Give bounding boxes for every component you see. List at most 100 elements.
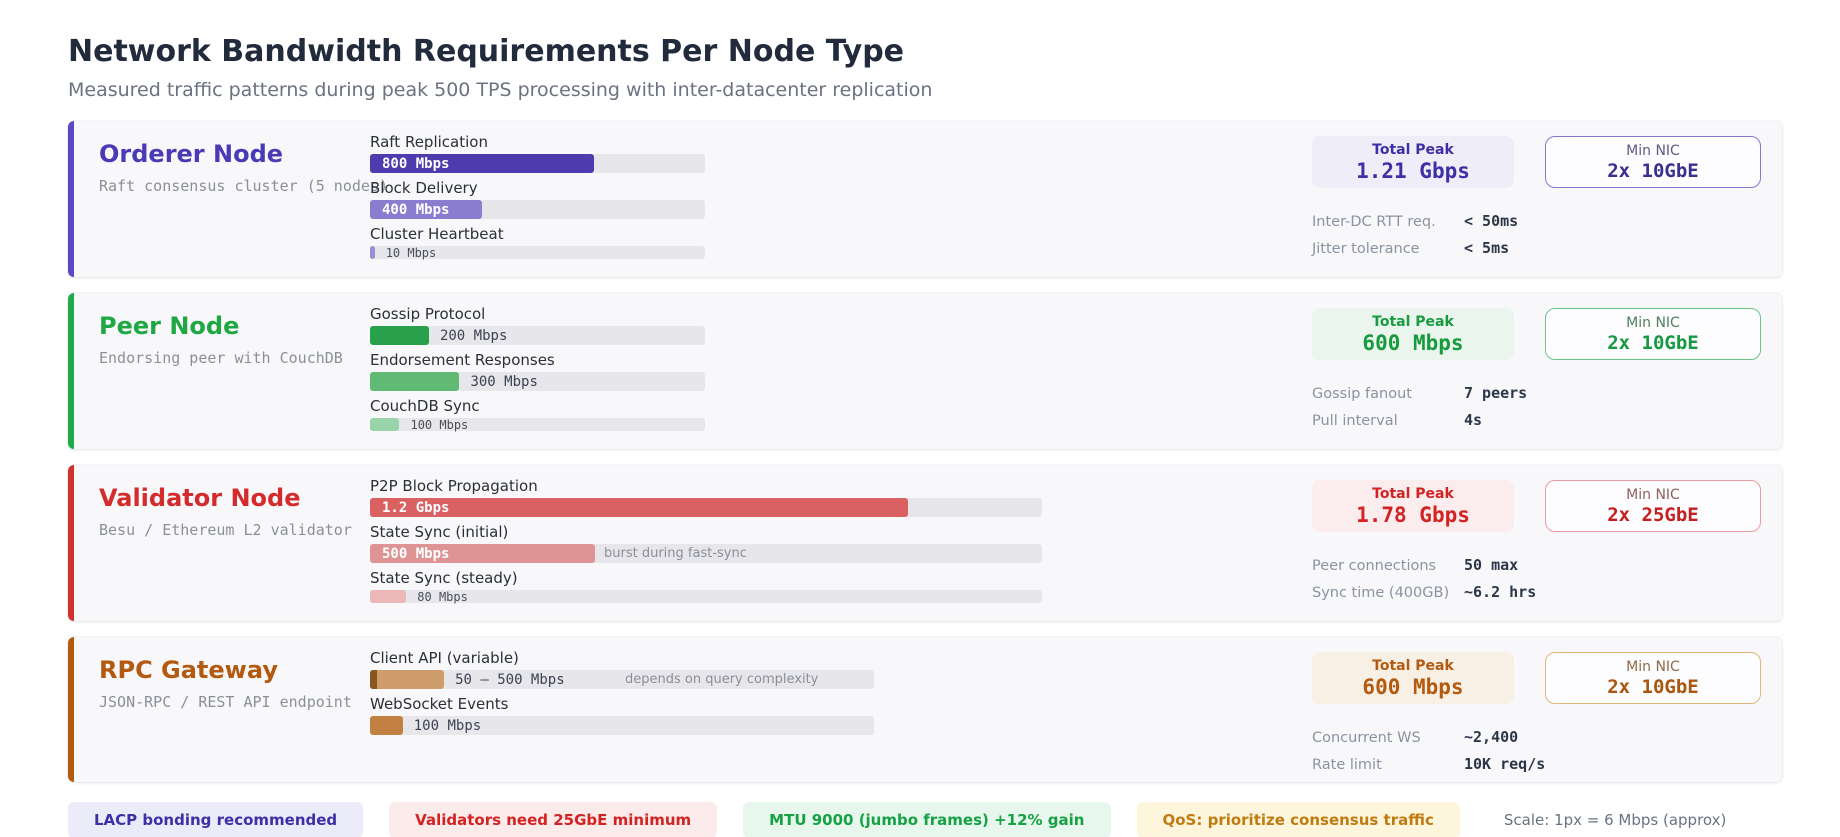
bar-label: Endorsement Responses — [370, 351, 555, 369]
bar-fill: 1.2 Gbps — [370, 498, 908, 517]
total-peak-label: Total Peak — [1372, 657, 1454, 674]
bar-fill — [370, 326, 429, 345]
note-pill: Validators need 25GbE minimum — [389, 802, 718, 837]
bar-fill: 800 Mbps — [370, 154, 595, 173]
min-nic-badge: Min NIC 2x 10GbE — [1545, 652, 1761, 704]
total-peak-value: 600 Mbps — [1362, 674, 1464, 699]
bar-group: WebSocket Events 100 Mbps — [370, 695, 1312, 735]
bar-value: 500 Mbps — [382, 545, 450, 562]
node-title: Validator Node — [99, 484, 301, 512]
total-peak-value: 1.78 Gbps — [1356, 502, 1470, 527]
bar-value: 80 Mbps — [417, 589, 468, 604]
bar-annotation: burst during fast-sync — [604, 546, 747, 561]
stat-row: Pull interval 4s — [1312, 411, 1782, 429]
bar-group: State Sync (steady) 80 Mbps — [370, 569, 1312, 604]
bar-group: P2P Block Propagation 1.2 Gbps — [370, 477, 1312, 517]
stat-row: Concurrent WS ~2,400 — [1312, 728, 1782, 746]
node-card-peer: Peer Node Endorsing peer with CouchDB Go… — [68, 293, 1782, 449]
min-nic-badge: Min NIC 2x 10GbE — [1545, 136, 1761, 188]
bar-annotation: depends on query complexity — [625, 672, 819, 687]
node-identity: Orderer Node Raft consensus cluster (5 n… — [68, 121, 388, 277]
stat-value: 4s — [1464, 411, 1483, 429]
stat-label: Rate limit — [1312, 757, 1382, 773]
total-peak-label: Total Peak — [1372, 485, 1454, 502]
min-nic-label: Min NIC — [1626, 658, 1680, 675]
bar-value: 200 Mbps — [439, 327, 508, 344]
stat-row: Peer connections 50 max — [1312, 556, 1782, 574]
bars-column: P2P Block Propagation 1.2 Gbps State Syn… — [370, 465, 1312, 621]
stat-label: Pull interval — [1312, 413, 1398, 429]
bar-group: CouchDB Sync 100 Mbps — [370, 397, 1312, 432]
bar-group: Endorsement Responses 300 Mbps — [370, 351, 1312, 391]
bars-column: Client API (variable) 50 – 500 Mbps depe… — [370, 637, 1312, 782]
stat-value: < 50ms — [1464, 212, 1519, 230]
bar-label: WebSocket Events — [370, 695, 509, 713]
total-peak-badge: Total Peak 600 Mbps — [1312, 652, 1514, 704]
note-pill: MTU 9000 (jumbo frames) +12% gain — [743, 802, 1111, 837]
bar-value: 300 Mbps — [470, 373, 538, 390]
min-nic-badge: Min NIC 2x 25GbE — [1545, 480, 1761, 532]
node-identity: Peer Node Endorsing peer with CouchDB — [68, 293, 370, 449]
bar-value: 100 Mbps — [410, 417, 469, 432]
stat-value: 10K req/s — [1464, 755, 1546, 773]
bar-label: State Sync (steady) — [370, 569, 518, 587]
min-nic-value: 2x 10GbE — [1607, 331, 1699, 354]
bar-label: Gossip Protocol — [370, 305, 486, 323]
total-peak-badge: Total Peak 1.21 Gbps — [1312, 136, 1514, 188]
bars-column: Raft Replication 800 Mbps Block Delivery… — [370, 121, 1312, 277]
page-subtitle: Measured traffic patterns during peak 50… — [68, 79, 933, 101]
bar-track: 50 – 500 Mbps depends on query complexit… — [370, 670, 874, 689]
node-subtitle: JSON-RPC / REST API endpoint — [99, 693, 352, 711]
scale-note: Scale: 1px = 6 Mbps (approx) — [1503, 811, 1727, 829]
total-peak-value: 1.21 Gbps — [1356, 158, 1470, 183]
page-title: Network Bandwidth Requirements Per Node … — [68, 34, 905, 69]
min-nic-label: Min NIC — [1626, 314, 1680, 331]
bar-label: P2P Block Propagation — [370, 477, 538, 495]
stat-label: Concurrent WS — [1312, 730, 1421, 746]
summary-column: Total Peak 600 Mbps Min NIC 2x 10GbE Con… — [1312, 637, 1782, 782]
bar-fill — [370, 372, 460, 391]
node-subtitle: Raft consensus cluster (5 nodes) — [99, 177, 388, 195]
bar-group: Block Delivery 400 Mbps — [370, 179, 1312, 219]
bar-label: Cluster Heartbeat — [370, 225, 504, 243]
min-nic-badge: Min NIC 2x 10GbE — [1545, 308, 1761, 360]
stat-row: Rate limit 10K req/s — [1312, 755, 1782, 773]
node-accent-bar — [68, 637, 74, 782]
stat-value: 50 max — [1464, 556, 1519, 574]
bar-label: CouchDB Sync — [370, 397, 480, 415]
bar-group: Cluster Heartbeat 10 Mbps — [370, 225, 1312, 260]
node-title: RPC Gateway — [99, 656, 278, 684]
stats-list: Gossip fanout 7 peers Pull interval 4s — [1312, 384, 1782, 429]
node-identity: Validator Node Besu / Ethereum L2 valida… — [68, 465, 370, 621]
bar-group: Raft Replication 800 Mbps — [370, 133, 1312, 173]
total-peak-badge: Total Peak 1.78 Gbps — [1312, 480, 1514, 532]
bar-fill: 400 Mbps — [370, 200, 483, 219]
total-peak-value: 600 Mbps — [1362, 330, 1464, 355]
bar-fill — [370, 670, 445, 689]
stat-value: < 5ms — [1464, 239, 1510, 257]
bar-track: 300 Mbps — [370, 372, 705, 391]
bar-fill — [370, 246, 375, 259]
note-pill: QoS: prioritize consensus traffic — [1136, 802, 1460, 837]
node-accent-bar — [68, 465, 74, 621]
bar-track: 100 Mbps — [370, 417, 705, 432]
bar-value: 100 Mbps — [413, 717, 482, 734]
bar-track: 800 Mbps — [370, 154, 705, 173]
bar-value: 1.2 Gbps — [382, 499, 450, 516]
min-nic-label: Min NIC — [1626, 486, 1680, 503]
note-pill-label: Validators need 25GbE minimum — [415, 811, 692, 829]
bar-track: 100 Mbps — [370, 716, 874, 735]
note-pill-label: LACP bonding recommended — [94, 811, 338, 829]
node-title: Orderer Node — [99, 140, 284, 168]
stat-value: ~2,400 — [1464, 728, 1519, 746]
bar-label: Raft Replication — [370, 133, 488, 151]
bar-fill — [370, 716, 403, 735]
bars-column: Gossip Protocol 200 Mbps Endorsement Res… — [370, 293, 1312, 449]
badges-row: Total Peak 1.78 Gbps Min NIC 2x 25GbE — [1312, 480, 1782, 532]
bar-fill — [370, 418, 400, 431]
notes-row: LACP bonding recommended Validators need… — [68, 802, 1782, 837]
node-card-rpc: RPC Gateway JSON-RPC / REST API endpoint… — [68, 637, 1782, 782]
bar-fill — [370, 590, 407, 603]
total-peak-label: Total Peak — [1372, 141, 1454, 158]
